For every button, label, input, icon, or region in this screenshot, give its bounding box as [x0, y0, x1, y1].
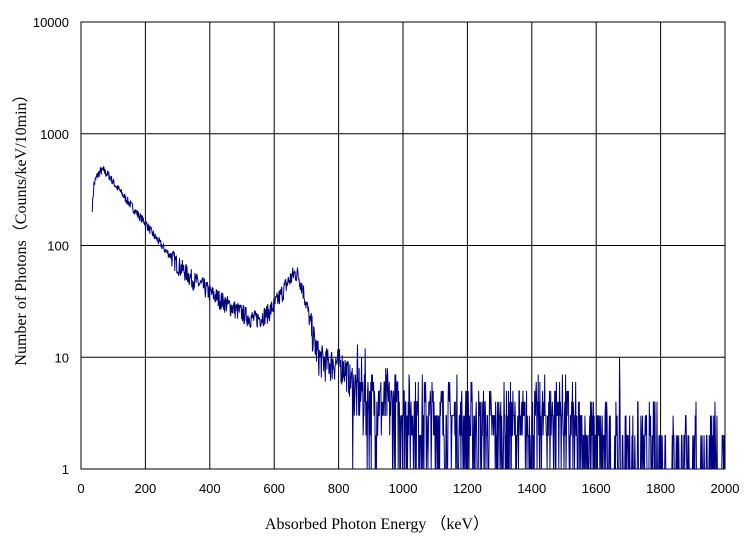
x-axis-tick-labels: 0 200 400 600 800 1000 1200 1400 1600 1800 2000	[77, 481, 739, 496]
y-tick-label: 10	[55, 350, 69, 365]
x-tick-label: 800	[328, 481, 350, 496]
x-tick-label: 200	[135, 481, 157, 496]
x-axis-title: Absorbed Photon Energy （keV）	[265, 515, 489, 533]
y-tick-label: 1	[62, 462, 69, 477]
y-tick-label: 1000	[40, 127, 69, 142]
x-tick-label: 1000	[389, 481, 418, 496]
y-tick-label: 10000	[33, 15, 69, 30]
x-tick-label: 1400	[517, 481, 546, 496]
x-tick-label: 400	[199, 481, 221, 496]
x-tick-label: 1600	[582, 481, 611, 496]
x-tick-label: 1200	[453, 481, 482, 496]
y-axis-tick-labels: 1 10 100 1000 10000	[33, 15, 69, 477]
x-tick-label: 2000	[711, 481, 740, 496]
x-tick-label: 600	[263, 481, 285, 496]
spectrum-series-line	[91, 165, 726, 470]
x-tick-label: 1800	[646, 481, 675, 496]
x-tick-label: 0	[77, 481, 84, 496]
y-tick-label: 100	[47, 239, 69, 254]
y-axis-title: Number of Photons（Counts/keV/10min）	[12, 86, 30, 365]
